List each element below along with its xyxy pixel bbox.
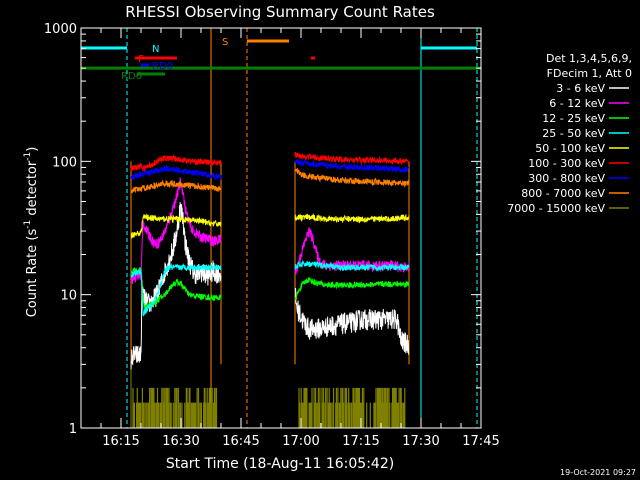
legend: Det 1,3,4,5,6,9, FDecim 1, Att 0 3 - 6 k…	[507, 52, 632, 215]
flag-label-f: F	[138, 54, 144, 65]
legend-label: 6 - 12 keV	[549, 97, 605, 110]
x-tick-label: 16:30	[162, 434, 199, 449]
series-25-50-kev-b	[294, 259, 410, 273]
series-100-300-kev-b	[294, 151, 410, 166]
y-axis-label-suffix: )	[25, 147, 40, 152]
flag-label-rd0: RD0	[152, 61, 173, 72]
y-tick-label: 1	[69, 422, 77, 437]
axes: 1 10 100 1000 16:15 16:30 16:45 17:00 17:15 17:30…	[44, 22, 500, 449]
series-300-800-kev-b	[294, 159, 410, 173]
series-50-100-kev-b	[294, 212, 410, 224]
y-axis-label-sup1: -1	[23, 220, 33, 229]
legend-label: 12 - 25 keV	[542, 112, 605, 125]
x-tick-label: 17:15	[342, 434, 379, 449]
series-800-7000-kev-b	[294, 168, 410, 189]
y-tick-label: 10	[60, 289, 77, 304]
chart-title: RHESSI Observing Summary Count Rates	[125, 3, 435, 21]
y-axis-label: Count Rate (s-1 detector-1)	[23, 147, 40, 318]
x-tick-label: 16:15	[102, 434, 139, 449]
flag-label-n: N	[152, 44, 159, 55]
series-800-7000-kev-a	[130, 179, 222, 194]
legend-label: 300 - 800 keV	[528, 172, 605, 185]
y-tick-label: 100	[52, 155, 77, 170]
y-axis-label-sup2: -1	[23, 152, 33, 161]
series-7000-15000-kev-0	[132, 387, 218, 428]
y-tick-label: 1000	[44, 22, 77, 37]
series-6-12-kev-a	[130, 177, 222, 285]
x-tick-label: 17:30	[402, 434, 439, 449]
legend-label: 7000 - 15000 keV	[507, 202, 605, 215]
y-axis-label-mid: detector	[25, 160, 40, 220]
x-axis-label: Start Time (18-Aug-11 16:05:42)	[166, 456, 394, 472]
legend-label: 800 - 7000 keV	[521, 187, 605, 200]
legend-header-line-1: Det 1,3,4,5,6,9,	[546, 52, 632, 65]
series-12-25-kev-a	[130, 267, 222, 309]
series-25-50-kev-a	[130, 262, 222, 317]
legend-label: 50 - 100 keV	[535, 142, 605, 155]
plot-area: N S F RD0 RD6	[80, 28, 481, 428]
legend-label: 3 - 6 keV	[556, 82, 605, 95]
x-tick-label: 17:45	[462, 434, 499, 449]
legend-header-line-2: FDecim 1, Att 0	[547, 67, 632, 80]
series-100-300-kev-a	[130, 154, 222, 173]
series-300-800-kev-a	[130, 165, 222, 181]
series-3-6-kev-b	[294, 287, 410, 356]
series-7000-15000-kev-1	[298, 387, 406, 428]
series-3-6-kev-a	[130, 202, 222, 370]
flag-label-rd6: RD6	[121, 71, 142, 82]
legend-label: 25 - 50 keV	[542, 127, 605, 140]
flag-label-s: S	[222, 37, 228, 48]
legend-label: 100 - 300 keV	[528, 157, 605, 170]
series-50-100-kev-a	[130, 213, 222, 239]
x-tick-label: 16:45	[222, 434, 259, 449]
series-12-25-kev-b	[294, 277, 410, 301]
x-tick-label: 17:00	[282, 434, 319, 449]
footer-date: 19-Oct-2021 09:27	[560, 468, 636, 477]
y-axis-label-prefix: Count Rate (s	[25, 229, 40, 318]
